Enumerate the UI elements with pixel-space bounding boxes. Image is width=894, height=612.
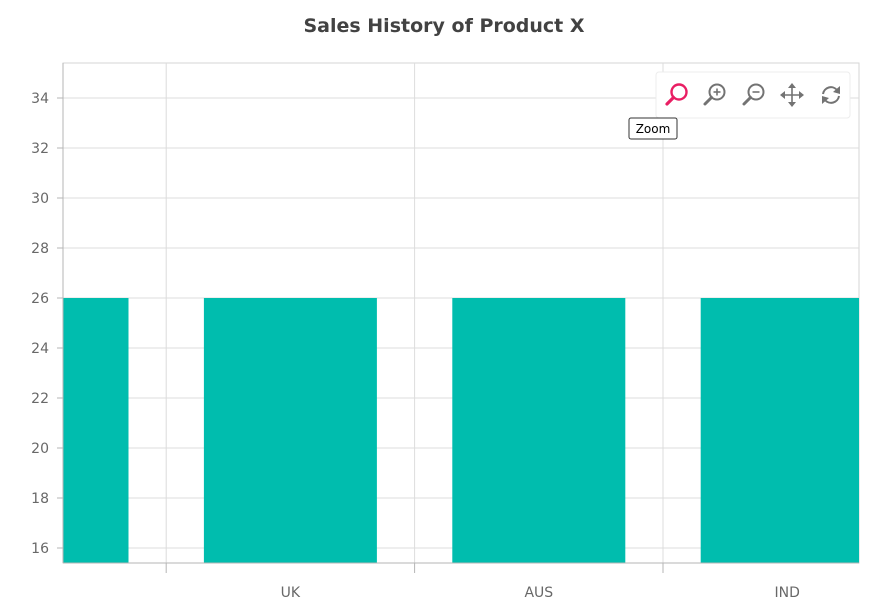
y-tick-label: 20 (31, 441, 49, 457)
tick-labels: 16 18 20 22 24 26 28 30 32 34 UK AUS IND (31, 91, 800, 601)
tooltip-text: Zoom (636, 122, 671, 136)
y-tick-label: 26 (31, 291, 49, 307)
y-tick-label: 28 (31, 241, 49, 257)
bar[interactable] (700, 298, 874, 563)
y-tick-label: 16 (31, 541, 49, 557)
y-tick-label: 32 (31, 141, 49, 157)
bars (0, 298, 874, 563)
x-tick-label: UK (281, 585, 301, 601)
y-tick-label: 30 (31, 191, 49, 207)
axes (57, 63, 859, 573)
bar[interactable] (0, 298, 129, 563)
toolbar-panel (655, 71, 851, 119)
zoom-icon[interactable] (665, 83, 688, 106)
zoom-toolbar (655, 71, 851, 119)
reset-icon[interactable] (822, 86, 840, 104)
zoom-in-icon[interactable] (703, 83, 726, 106)
pan-icon[interactable] (780, 83, 804, 107)
y-tick-label: 34 (31, 91, 49, 107)
zoom-out-icon[interactable] (742, 83, 765, 106)
bar[interactable] (452, 298, 626, 563)
y-tick-label: 24 (31, 341, 49, 357)
y-tick-label: 22 (31, 391, 49, 407)
chart-title: Sales History of Product X (303, 15, 584, 37)
x-tick-label: IND (775, 585, 800, 601)
y-tick-label: 18 (31, 491, 49, 507)
x-tick-label: AUS (524, 585, 553, 601)
bar[interactable] (203, 298, 377, 563)
zoom-tooltip: Zoom (628, 117, 678, 140)
